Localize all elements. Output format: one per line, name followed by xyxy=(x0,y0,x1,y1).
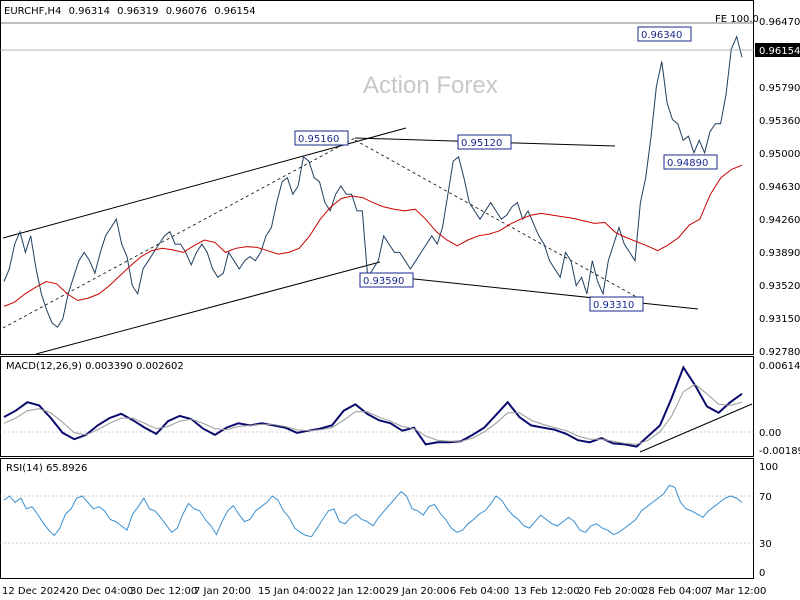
annotation-label: 0.93310 xyxy=(593,300,634,311)
rsi-series-line-0 xyxy=(3,484,743,538)
upper-channel-line xyxy=(2,127,407,239)
x-tick: 13 Feb 12:00 xyxy=(514,586,580,597)
rsi-panel-frame xyxy=(0,458,754,579)
y-tick: 100 xyxy=(759,462,778,473)
chart-title: EURCHF,H4 0.96314 0.96319 0.96076 0.9615… xyxy=(4,6,256,17)
price-panel: Action Forex FE 100.0 0.95160 0.95120 0.… xyxy=(0,0,800,358)
x-axis: 12 Dec 2024 20 Dec 04:00 30 Dec 12:00 7 … xyxy=(2,586,766,597)
price-series-group xyxy=(3,35,743,328)
y-tick: 0.92780 xyxy=(759,347,800,358)
x-tick: 6 Feb 04:00 xyxy=(450,586,509,597)
y-tick: 0.006143 xyxy=(759,361,800,372)
annotation-label: 0.95160 xyxy=(298,134,339,145)
x-tick: 30 Dec 12:00 xyxy=(130,586,197,597)
y-tick: 0.94260 xyxy=(759,215,800,226)
symbol-title: EURCHF,H4 xyxy=(4,6,61,17)
annotation-label: 0.95120 xyxy=(461,138,502,149)
y-tick: 30 xyxy=(759,539,772,550)
macd-panel-frame xyxy=(0,356,754,457)
y-tick: 0.95360 xyxy=(759,116,800,127)
y-tick: -0.001896 xyxy=(759,446,800,457)
x-tick: 22 Jan 12:00 xyxy=(322,586,385,597)
y-tick: 0.95790 xyxy=(759,83,800,94)
annotation-label: 0.94890 xyxy=(667,158,708,169)
x-tick: 7 Jan 20:00 xyxy=(194,586,251,597)
rsi-y-axis: 100 70 30 0 xyxy=(759,462,778,579)
ohlc-high: 0.96319 xyxy=(117,6,158,17)
current-price-label: 0.96154 xyxy=(759,46,800,57)
macd-trendline xyxy=(639,403,753,453)
annotation-0-95120: 0.95120 xyxy=(457,134,512,150)
y-tick: 0 xyxy=(759,568,765,579)
annotation-0-94890: 0.94890 xyxy=(663,154,718,170)
y-tick: 0.95000 xyxy=(759,149,800,160)
y-tick: 0.93520 xyxy=(759,281,800,292)
lower-channel-line xyxy=(35,261,381,355)
fe-label: FE 100.0 xyxy=(715,14,759,25)
ohlc-low: 0.96076 xyxy=(166,6,207,17)
diagonal-dashed-line xyxy=(354,139,643,301)
y-tick: 70 xyxy=(759,492,772,503)
annotation-0-96340: 0.96340 xyxy=(637,26,692,42)
y-tick: 0.96470 xyxy=(759,17,800,28)
x-tick: 15 Jan 04:00 xyxy=(258,586,321,597)
annotation-0-93310: 0.93310 xyxy=(589,296,644,312)
annotation-label: 0.96340 xyxy=(641,30,682,41)
y-tick: 0.93890 xyxy=(759,248,800,259)
macd-panel: MACD(12,26,9) 0.003390 0.002602 0.006143… xyxy=(0,356,800,457)
macd-y-axis: 0.006143 0.00 -0.001896 xyxy=(759,361,800,457)
price-panel-frame xyxy=(0,0,754,355)
x-tick: 20 Dec 04:00 xyxy=(66,586,133,597)
rsi-title: RSI(14) 65.8926 xyxy=(6,463,87,474)
macd-title: MACD(12,26,9) 0.003390 0.002602 xyxy=(6,361,184,372)
rsi-series-group xyxy=(3,484,743,538)
current-price-badge xyxy=(755,43,800,57)
y-tick: 0.94630 xyxy=(759,182,800,193)
x-tick: 29 Jan 20:00 xyxy=(386,586,449,597)
lower-wedge-line xyxy=(404,277,699,310)
macd-series-group xyxy=(3,365,743,448)
x-tick: 7 Mar 12:00 xyxy=(706,586,766,597)
y-tick: 0.00 xyxy=(759,428,781,439)
annotation-0-93590: 0.93590 xyxy=(359,272,414,288)
macd-series-line-1 xyxy=(3,383,743,445)
ohlc-close: 0.96154 xyxy=(214,6,255,17)
x-tick: 12 Dec 2024 xyxy=(2,586,66,597)
x-tick: 20 Feb 20:00 xyxy=(578,586,644,597)
price-series-line-1 xyxy=(3,164,743,307)
price-series-line-0 xyxy=(3,35,743,328)
ohlc-open: 0.96314 xyxy=(69,6,110,17)
price-y-axis: 0.96470 0.95790 0.95360 0.95000 0.94630 … xyxy=(755,17,800,358)
annotation-label: 0.93590 xyxy=(363,276,404,287)
watermark: Action Forex xyxy=(363,72,498,99)
y-tick: 0.93150 xyxy=(759,314,800,325)
x-tick: 28 Feb 04:00 xyxy=(642,586,708,597)
rsi-panel: RSI(14) 65.8926 100 70 30 0 xyxy=(0,458,778,579)
mid-channel-dashed-line xyxy=(2,137,356,329)
macd-series-line-0 xyxy=(3,365,743,448)
annotation-0-95160: 0.95160 xyxy=(294,130,349,146)
